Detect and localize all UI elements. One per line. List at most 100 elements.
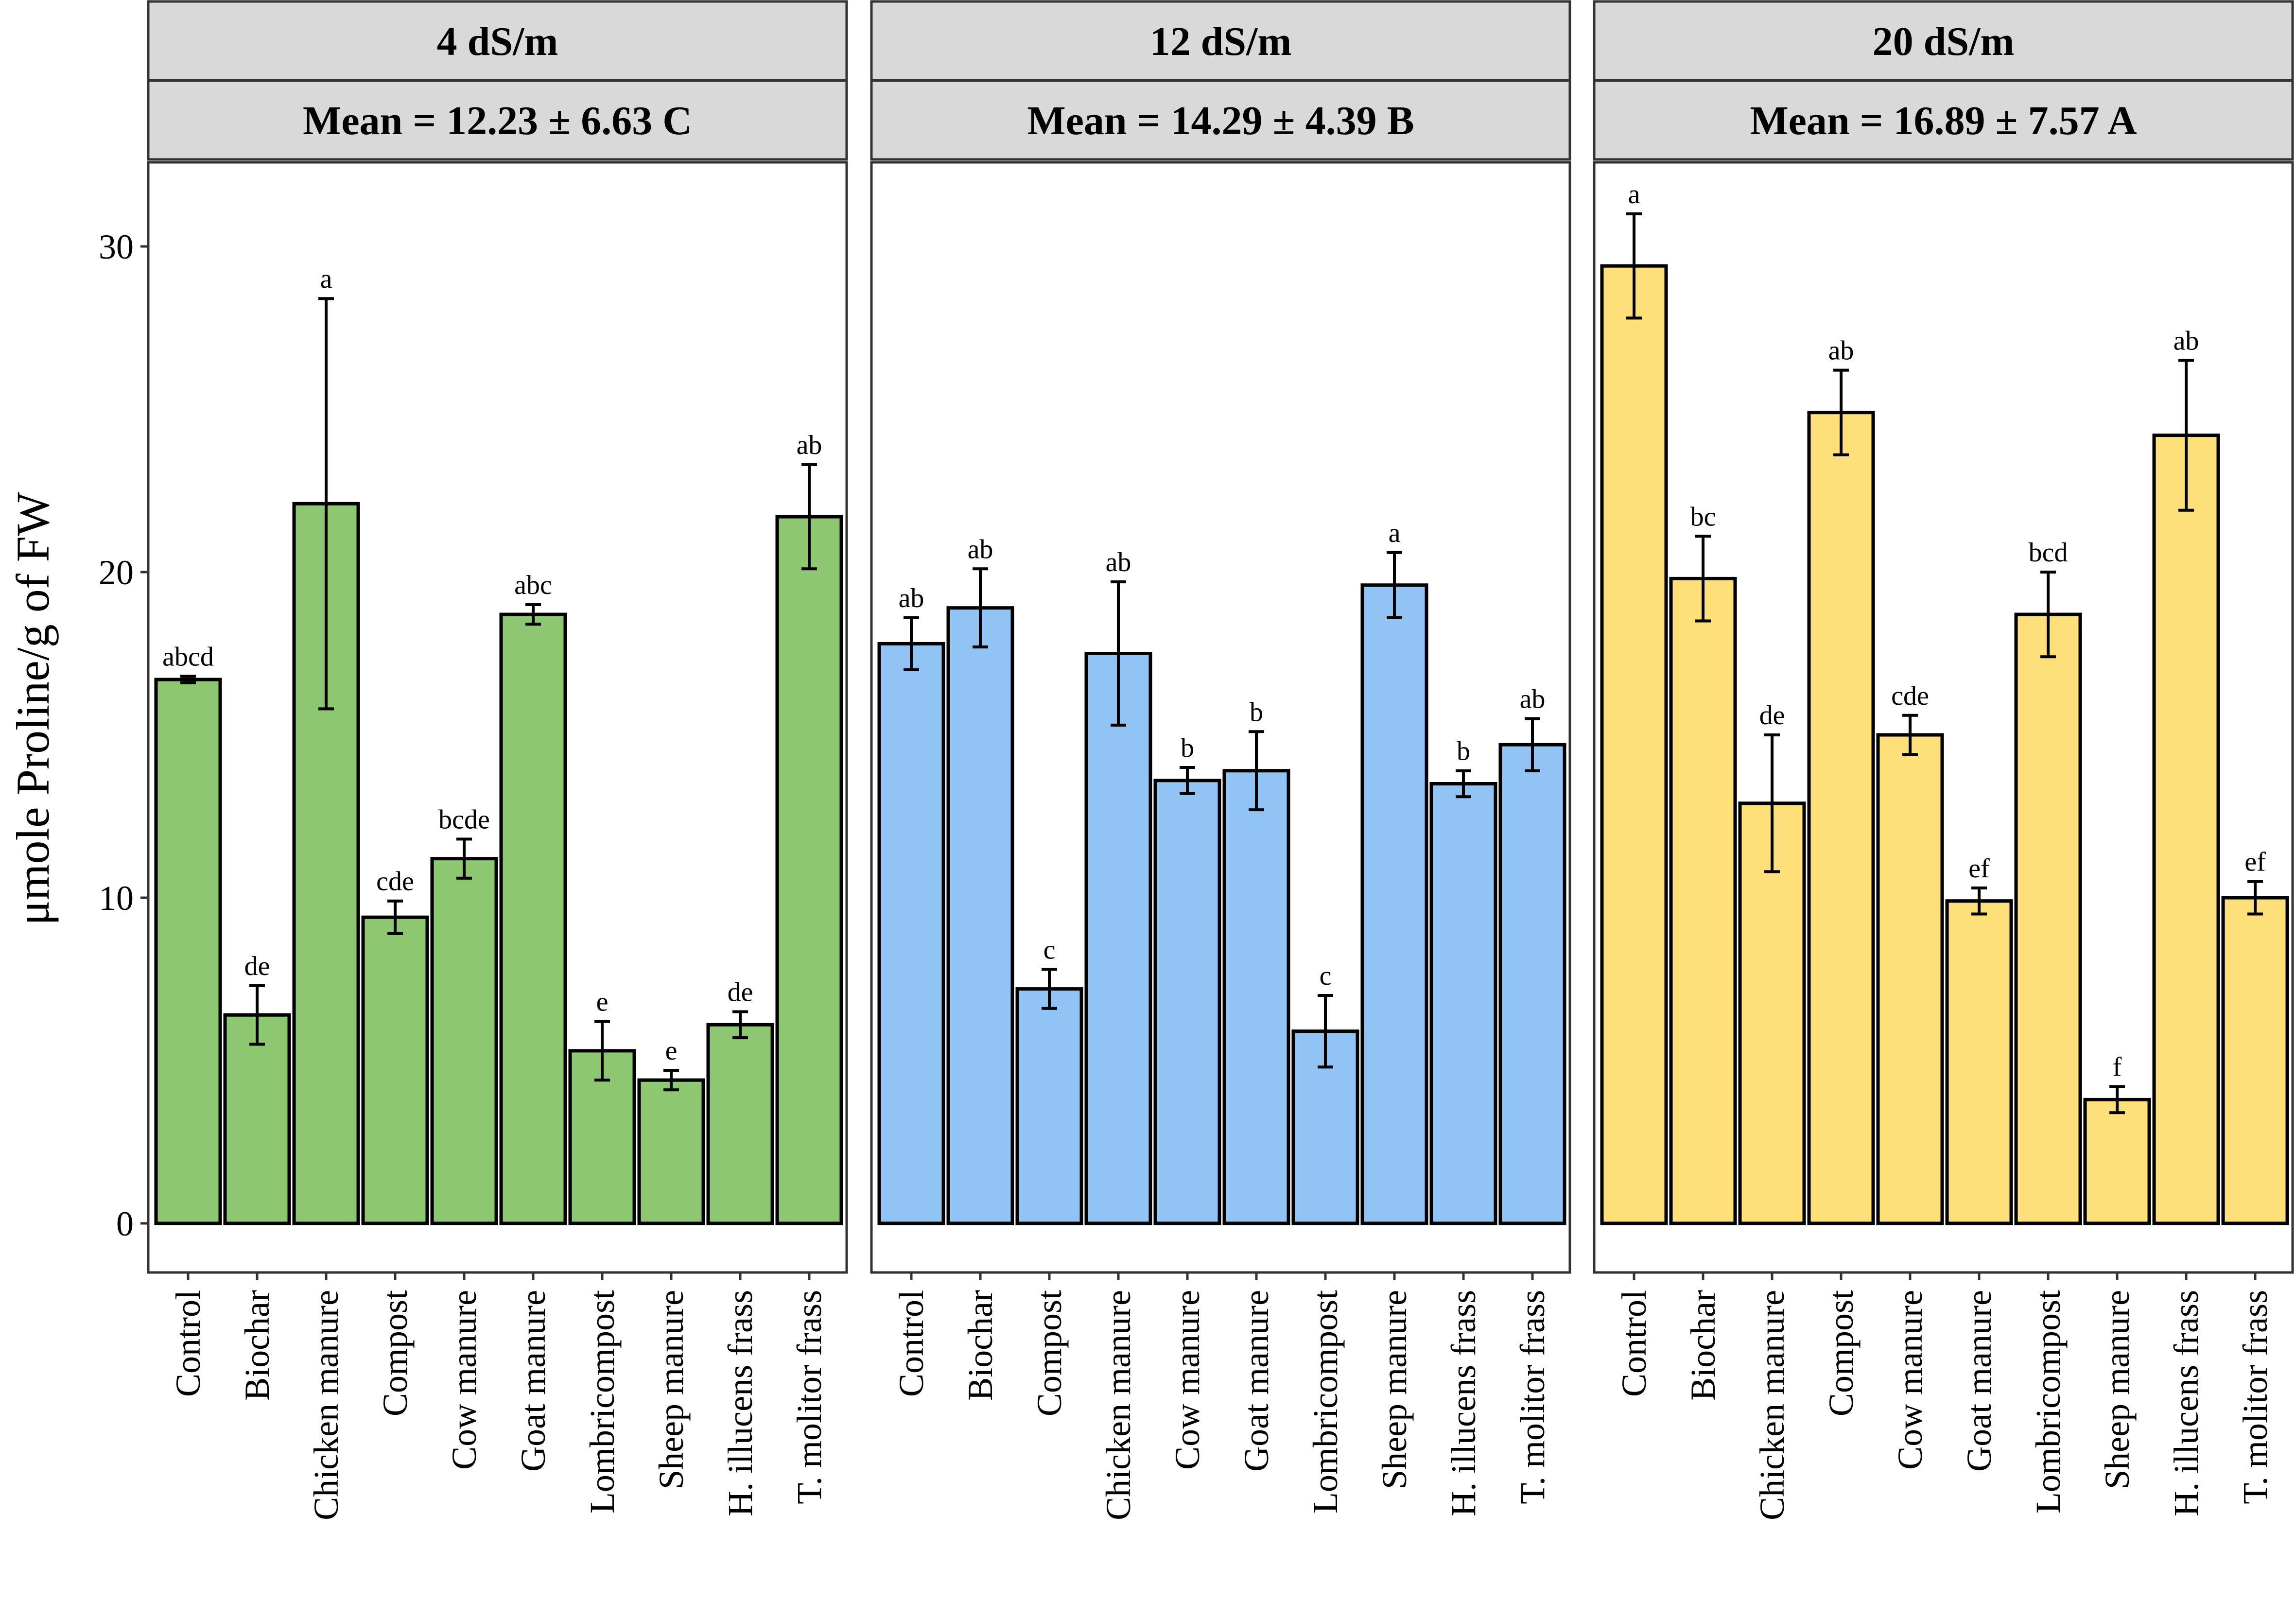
significance-label: a [1628,179,1640,209]
x-tick-label: Chicken manure [1753,1290,1792,1520]
significance-label: a [320,264,332,294]
significance-label: de [1759,700,1785,731]
bar [1807,411,1875,1225]
x-tick-label: Goat manure [1237,1290,1276,1472]
bar [1015,987,1083,1225]
y-tick-label: 30 [99,227,134,266]
significance-label: bcde [438,804,490,835]
facet-strip-subtitle: Mean = 16.89 ± 7.57 A [1750,98,2137,143]
facet-strip-title: 20 dS/m [1873,19,2015,64]
panel-plot-border [147,161,848,1274]
bar [499,612,567,1225]
x-tick-label: Control [169,1290,208,1397]
x-tick-label: T. molitor frass [2236,1290,2275,1504]
x-tick-label: Lombricompost [2029,1290,2068,1514]
bar [1669,576,1737,1225]
bar [1360,583,1428,1225]
significance-label: ab [1828,336,1854,366]
panel-plot-border [1593,161,2294,1274]
x-tick-label: Goat manure [514,1290,553,1472]
x-tick-label: Biochar [961,1290,1000,1401]
x-tick-label: Biochar [1684,1290,1722,1401]
significance-label: c [1044,935,1056,965]
panel-1: 4 dS/m Mean = 12.23 ± 6.63 C abcd Control de… [147,0,848,1520]
significance-label: cde [376,867,414,897]
bar [361,915,429,1225]
y-tick-label: 20 [99,553,134,592]
x-tick-label: Goat manure [1960,1290,1999,1472]
significance-label: bc [1690,502,1716,532]
bar [637,1078,705,1225]
significance-label: ef [1968,853,1990,884]
bar [877,642,945,1225]
panel-plot-border [870,161,1571,1274]
facet-strip-subtitle-box [147,79,848,161]
x-tick-label: Chicken manure [1099,1290,1138,1520]
significance-label: bcd [2029,538,2068,568]
bar [2221,896,2289,1225]
panel-3: 20 dS/m Mean = 16.89 ± 7.57 A a Control bc Bi… [1593,0,2294,1520]
bar [1738,801,1806,1225]
x-tick-label: Compost [376,1290,415,1416]
significance-label: e [665,1036,678,1066]
significance-label: abc [514,570,552,600]
significance-label: ab [899,583,924,613]
bar [1084,652,1152,1225]
bar [1429,782,1497,1225]
x-tick-label: Biochar [238,1290,277,1401]
bar [775,515,843,1225]
facet-strip-subtitle-box [1593,79,2294,161]
significance-label: ab [797,430,822,460]
bar [1222,769,1290,1225]
significance-label: f [2113,1052,2122,1082]
facet-strip-title: 12 dS/m [1150,19,1292,64]
bar [706,1023,774,1225]
bar [1945,899,2013,1225]
y-tick-label: 10 [99,879,134,918]
significance-label: a [1389,518,1401,548]
significance-label: cde [1891,681,1929,711]
x-tick-label: T. molitor frass [1513,1290,1552,1504]
bar [154,678,222,1225]
x-tick-label: Cow manure [445,1290,484,1470]
facet-strip-title-box [870,0,1571,82]
significance-label: b [1457,736,1470,766]
significance-label: ab [1520,684,1546,714]
x-tick-label: H. illucens frass [1444,1290,1483,1516]
facet-strip-subtitle: Mean = 12.23 ± 6.63 C [303,98,692,143]
bar [2083,1097,2151,1225]
x-tick-label: H. illucens frass [2167,1290,2206,1516]
x-tick-label: Sheep manure [1375,1290,1414,1489]
x-tick-label: Compost [1822,1290,1861,1416]
significance-label: b [1181,733,1194,763]
bar [1498,743,1566,1225]
x-tick-label: T. molitor frass [790,1290,829,1504]
x-tick-label: Sheep manure [2098,1290,2137,1489]
bar [223,1013,291,1225]
facet-strip-subtitle: Mean = 14.29 ± 4.39 B [1027,98,1414,143]
x-tick-label: Lombricompost [583,1290,622,1514]
x-tick-label: Sheep manure [652,1290,691,1489]
bar [1600,264,1668,1225]
significance-label: de [728,977,753,1008]
bar [2014,612,2082,1225]
significance-label: b [1250,697,1263,727]
facet-strip-subtitle-box [870,79,1571,161]
x-tick-label: Lombricompost [1306,1290,1345,1514]
facet-strip-title-box [1593,0,2294,82]
x-tick-label: Control [892,1290,931,1397]
significance-label: ef [2244,847,2266,877]
facet-strip-title-box [147,0,848,82]
x-tick-label: Cow manure [1168,1290,1207,1470]
bar [1876,733,1944,1225]
bar [946,606,1014,1225]
x-tick-label: Control [1615,1290,1653,1397]
facet-strip-title: 4 dS/m [437,19,558,64]
significance-label: ab [1106,547,1131,577]
bar [2152,434,2220,1225]
x-tick-label: Chicken manure [307,1290,346,1520]
significance-label: e [596,987,609,1017]
